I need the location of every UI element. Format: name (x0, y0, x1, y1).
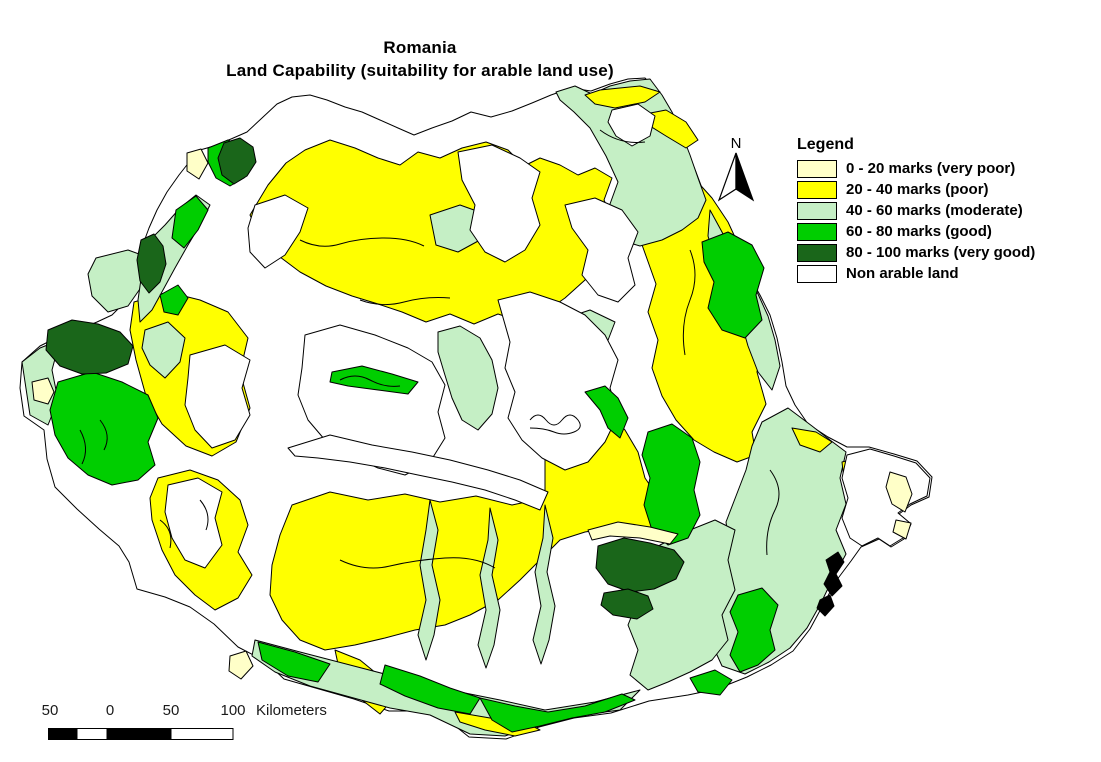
map-region-very-good (136, 233, 167, 294)
map-title: Romania Land Capability (suitability for… (0, 36, 840, 82)
legend-item-good: 60 - 80 marks (good) (797, 221, 1035, 242)
map-region-good (689, 669, 733, 696)
map-title-line2: Land Capability (suitability for arable … (226, 61, 614, 80)
map-region-very-poor (892, 519, 912, 540)
map-region-very-good (217, 137, 257, 185)
map-region-poor (584, 85, 661, 109)
map-region-non-arable (607, 103, 656, 147)
map-region-moderate (87, 249, 151, 313)
legend-label: 80 - 100 marks (very good) (846, 244, 1036, 261)
map-region-non-arable (457, 144, 541, 263)
map-region-good (257, 641, 331, 683)
legend-item-poor: 20 - 40 marks (poor) (797, 179, 1035, 200)
north-arrow-label: N (730, 135, 742, 152)
map-region-moderate (141, 321, 186, 379)
map-region-very-poor (587, 521, 679, 545)
boundary-line (766, 469, 780, 556)
map-region-danube-delta (841, 448, 931, 547)
map-region-non-arable (247, 194, 309, 269)
map-region-good (379, 664, 481, 715)
legend-label: 60 - 80 marks (good) (846, 223, 992, 240)
map-region-good (159, 284, 189, 316)
scale-tick-label: 0 (105, 702, 115, 719)
legend-item-moderate: 40 - 60 marks (moderate) (797, 200, 1035, 221)
legend-swatch-very-good (797, 243, 837, 262)
map-region-poor (791, 427, 833, 453)
map-region-good (329, 365, 419, 395)
legend-label: Non arable land (846, 265, 959, 282)
boundary-line (339, 375, 401, 387)
scale-tick-label: 100 (220, 702, 246, 719)
boundary-line (682, 249, 696, 356)
map-region-non-arable (497, 291, 619, 471)
map-region-very-poor (228, 650, 254, 680)
legend-swatch-poor (797, 180, 837, 199)
map-region-good (479, 693, 636, 733)
map-region-good (171, 195, 209, 249)
legend-item-very-good: 80 - 100 marks (very good) (797, 242, 1035, 263)
legend-item-non-arable: Non arable land (797, 263, 1035, 284)
legend-label: 20 - 40 marks (poor) (846, 181, 989, 198)
north-arrow: N (706, 136, 766, 207)
legend-swatch-moderate (797, 201, 837, 220)
map-region-moderate (477, 507, 501, 669)
legend-swatch-good (797, 222, 837, 241)
legend-item-very-poor: 0 - 20 marks (very poor) (797, 158, 1035, 179)
scale-tick-label: 50 (162, 702, 180, 719)
scale-bar (48, 728, 234, 740)
scale-tick-label: 50 (41, 702, 59, 719)
map-region-very-good (595, 537, 685, 593)
map-region-good (584, 385, 629, 439)
map-region-very-good (600, 588, 654, 620)
map-region-moderate (532, 504, 556, 665)
map-region-non-arable (564, 197, 639, 303)
map-region-non-arable (287, 434, 549, 511)
map-region-very-poor (885, 471, 913, 513)
boundary-line (599, 129, 646, 143)
map-region-non-arable (184, 344, 251, 449)
map-region-very-poor (186, 148, 209, 180)
legend-swatch-very-poor (797, 159, 837, 178)
map-region-good (701, 231, 765, 339)
map-region-moderate (437, 325, 499, 431)
north-arrow-icon (717, 152, 755, 202)
legend-label: 40 - 60 marks (moderate) (846, 202, 1023, 219)
boundary-line (529, 414, 581, 435)
map-region-moderate (417, 499, 441, 661)
boundary-line (339, 557, 496, 569)
map-region-good (49, 371, 159, 486)
map-region-good (641, 423, 701, 546)
scale-unit-label: Kilometers (256, 702, 327, 719)
legend-swatch-non-arable (797, 264, 837, 283)
lagoon-shape (816, 594, 835, 617)
boundary-line (299, 237, 425, 247)
map-region-good (729, 587, 779, 673)
map-region-very-poor (31, 377, 55, 405)
map-region-very-good (45, 319, 134, 375)
map-region-non-arable (164, 477, 223, 569)
boundary-line (79, 419, 108, 465)
legend-title: Legend (797, 136, 854, 153)
legend-label: 0 - 20 marks (very poor) (846, 160, 1016, 177)
lagoon-shape (823, 551, 845, 597)
map-title-line1: Romania (383, 38, 457, 57)
boundary-line (159, 499, 209, 549)
legend: Legend 0 - 20 marks (very poor) 20 - 40 … (797, 136, 1035, 284)
boundary-line (359, 297, 451, 306)
